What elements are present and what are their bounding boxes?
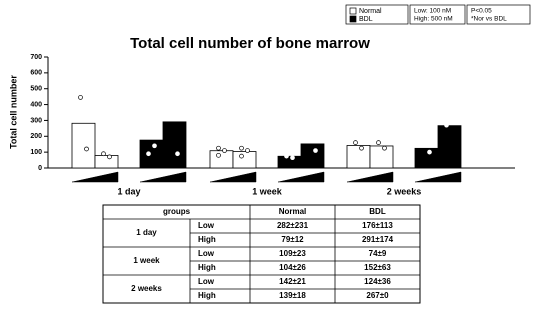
table-cell: 142±21 [279,277,306,286]
table-header: BDL [369,207,386,216]
data-point [444,122,449,128]
bar [437,125,462,169]
group-name: 2 weeks [131,284,162,293]
data-point [216,145,221,151]
group-name: 1 week [133,256,160,265]
y-tick-label: 600 [30,70,42,77]
data-point [245,148,250,153]
legend-swatch [349,7,357,15]
legend-box [345,4,409,25]
y-tick-label: 700 [30,54,42,61]
table-header: groups [163,207,191,216]
bar [139,139,164,169]
dose-wedge [277,171,325,183]
bar [162,121,187,169]
legend-swatch [349,15,357,23]
table-cell: 291±174 [362,235,394,244]
y-tick-label: 400 [30,101,42,108]
data-point [146,118,151,123]
stat-note: P<0.05 [471,8,492,15]
table-cell: 124±36 [364,277,391,286]
bar [232,151,257,169]
data-point [175,151,180,157]
dose-wedge [346,171,394,183]
note-box [466,4,531,25]
bar [369,145,394,169]
data-point [284,153,289,159]
bar [300,143,325,169]
legend-label: BDL [359,16,373,23]
dose-label: Low [198,249,215,258]
table-header: Normal [279,207,307,216]
y-tick-label: 200 [30,133,42,140]
table-border [102,204,421,304]
bar [71,122,96,169]
y-label: Total cell number [8,75,18,149]
dose-wedge [209,171,257,183]
legend-label: Normal [359,8,382,15]
data-point [313,148,318,153]
data-point [359,145,364,151]
data-point [222,148,227,153]
x-tick-label: 1 week [252,186,283,196]
table-cell: 104±26 [279,263,306,272]
dose-label: Low [198,221,215,230]
data-point [78,95,83,100]
data-point [169,103,174,109]
dose-wedge [139,171,187,183]
data-point [290,155,295,161]
data-point [146,151,151,157]
table-cell: 79±12 [281,235,304,244]
y-tick-label: 300 [30,117,42,124]
table-cell: 176±113 [362,221,393,230]
y-tick-label: 100 [30,149,42,156]
y-tick-label: 0 [38,165,42,172]
table-cell: 282±231 [277,221,309,230]
data-point [376,140,381,145]
data-point [307,134,312,140]
x-tick-label: 2 weeks [387,186,422,196]
data-point [101,151,106,157]
data-point [239,153,244,159]
table-cell: 74±9 [369,249,387,258]
data-point [427,149,432,155]
dose-note: High: 500 nM [414,16,453,23]
table-cell: 139±18 [279,291,306,300]
stat-note: *Nor vs BDL [471,16,507,23]
data-point [216,152,221,158]
bar [94,155,119,169]
data-point [107,154,112,160]
bar [346,145,371,169]
dose-label: High [198,235,216,244]
dose-wedge [71,171,119,183]
y-tick-label: 500 [30,86,42,93]
table-cell: 152±63 [364,263,391,272]
data-point [353,140,358,145]
dose-wedge [414,171,462,183]
data-point [239,145,244,151]
data-point [84,146,89,152]
x-tick-label: 1 day [117,186,140,196]
bar [277,155,302,169]
bar [414,147,439,169]
bar [209,150,234,169]
chart-title: Total cell number of bone marrow [130,35,370,52]
dose-label: Low [198,277,215,286]
data-point [152,143,157,149]
note-box [409,4,466,25]
dose-label: High [198,291,216,300]
data-point [421,142,426,148]
table-cell: 109±23 [279,249,306,258]
dose-note: Low: 100 nM [414,8,451,15]
dose-label: High [198,263,216,272]
table-cell: 267±0 [366,291,389,300]
group-name: 1 day [136,228,157,237]
data-point [382,145,387,151]
